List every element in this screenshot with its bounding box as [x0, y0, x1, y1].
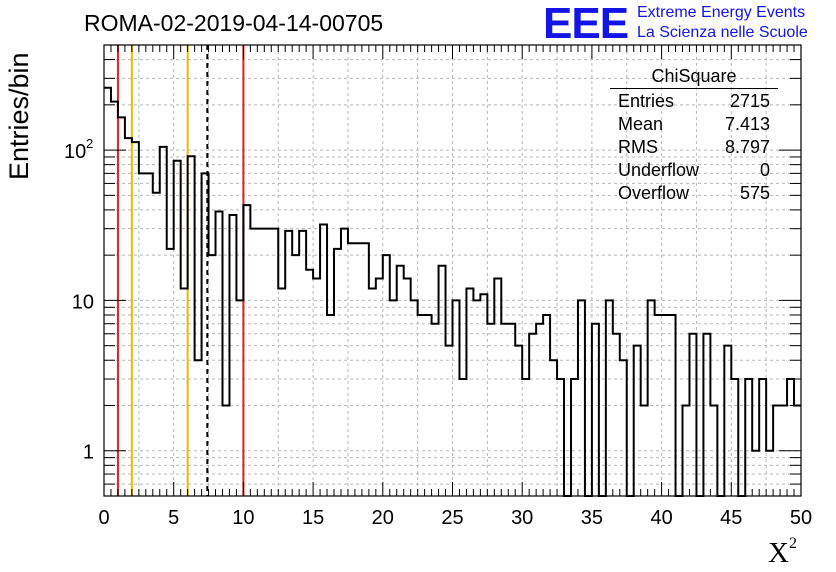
stats-row: Entries 2715 — [610, 90, 778, 113]
stats-value: 7.413 — [724, 114, 770, 134]
eee-logo: EEE — [543, 0, 629, 48]
stats-row: Overflow 575 — [610, 182, 778, 205]
x-tick-label: 50 — [790, 507, 812, 529]
stats-row: RMS 8.797 — [610, 136, 778, 159]
stats-label: Overflow — [618, 183, 690, 203]
stats-label: Mean — [618, 114, 664, 134]
stats-value: 575 — [739, 183, 770, 203]
stats-label: Underflow — [618, 160, 700, 180]
y-tick-label-exponent: 2 — [86, 136, 93, 151]
eee-logo-line2: La Scienza nelle Scuole — [637, 24, 808, 41]
x-axis-label-main: X — [768, 537, 789, 569]
stats-title: ChiSquare — [610, 66, 778, 89]
stats-box: ChiSquare Entries 2715 Mean 7.413 RMS 8.797… — [610, 66, 778, 205]
x-tick-label: 40 — [650, 507, 672, 529]
y-tick-label: 10 — [64, 141, 86, 163]
y-tick-label: 1 — [83, 442, 94, 464]
y-axis-label: Entries/bin — [4, 52, 34, 180]
chart-title: ROMA-02-2019-04-14-00705 — [84, 10, 384, 36]
x-tick-label: 45 — [720, 507, 742, 529]
x-tick-label: 10 — [232, 507, 254, 529]
x-tick-label: 35 — [581, 507, 603, 529]
x-tick-label: 30 — [511, 507, 533, 529]
x-tick-label: 25 — [441, 507, 463, 529]
stats-label: RMS — [618, 137, 658, 157]
x-axis-label-sup: 2 — [788, 535, 797, 552]
x-axis-label: X2 — [768, 535, 797, 570]
stats-row: Mean 7.413 — [610, 113, 778, 136]
stats-value: 8.797 — [724, 137, 770, 157]
eee-logo-line1: Extreme Energy Events — [637, 4, 806, 21]
x-tick-label: 0 — [98, 507, 109, 529]
stats-value: 0 — [759, 160, 770, 180]
x-tick-label: 20 — [372, 507, 394, 529]
histogram-outline — [104, 86, 801, 497]
x-tick-label: 5 — [168, 507, 179, 529]
stats-label: Entries — [618, 91, 675, 111]
stats-value: 2715 — [729, 91, 770, 111]
y-tick-label: 10 — [72, 291, 94, 313]
stats-row: Underflow 0 — [610, 159, 778, 182]
x-tick-label: 15 — [302, 507, 324, 529]
